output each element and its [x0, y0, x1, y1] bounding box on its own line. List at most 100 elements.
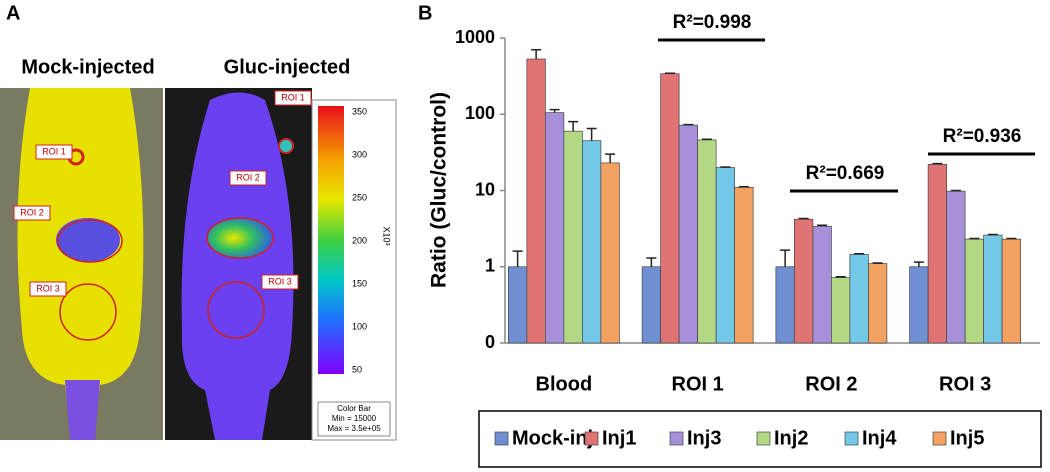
legend-swatch: [844, 431, 859, 446]
mock-mouse: [17, 88, 144, 440]
annotation: R²=0.936: [943, 126, 1022, 147]
error-bar: [1006, 237, 1017, 240]
bar: [794, 218, 814, 344]
legend-label: Mock-inj: [512, 427, 593, 449]
annotation: R²=0.998: [673, 12, 752, 33]
bar: [775, 266, 795, 344]
error-bar: [512, 250, 523, 267]
legend-swatch: [932, 431, 947, 446]
bar: [563, 130, 583, 344]
legend-label: Inj4: [862, 427, 897, 449]
error-bar: [701, 138, 712, 141]
bar: [927, 164, 947, 344]
bar: [545, 112, 565, 344]
roi-label: ROI 1: [42, 146, 66, 156]
y-tick-label: 10: [475, 179, 495, 199]
roi-label-box: [274, 90, 312, 106]
annotation: R²=0.669: [806, 163, 885, 184]
gluc-roi3-circle: [207, 281, 265, 339]
error-bar: [835, 275, 846, 278]
bar: [849, 254, 869, 344]
legend-swatch: [584, 431, 599, 446]
bar: [868, 263, 888, 344]
error-bar: [549, 108, 560, 113]
roi-label: ROI 2: [20, 207, 44, 217]
color-bar-caption: Color Bar: [337, 404, 371, 413]
roi-label-box: [13, 205, 51, 221]
image-title: Gluc-injected: [224, 56, 351, 78]
bar: [831, 277, 851, 344]
legend-label: Inj2: [774, 427, 808, 449]
color-bar-tick: 300: [352, 149, 367, 159]
error-bar: [950, 189, 961, 192]
y-axis-title: Ratio (Gluc/control): [428, 92, 451, 288]
error-bar: [531, 49, 542, 60]
color-bar-tick: 100: [352, 321, 367, 331]
roi-label-box: [261, 274, 299, 290]
x-tick-label: ROI 2: [805, 373, 857, 395]
error-bar: [780, 249, 791, 267]
y-tick-label: 1: [485, 256, 495, 276]
error-bar: [586, 127, 597, 141]
mock-roi2-circle: [57, 219, 123, 263]
y-tick-label: 100: [465, 103, 495, 123]
legend-swatch: [494, 431, 509, 446]
x-tick-label: ROI 3: [939, 373, 991, 395]
color-bar-unit: X10³: [382, 226, 392, 245]
y-tick-label: 1000: [455, 27, 495, 47]
bar: [946, 190, 966, 344]
mock-roi3-circle: [59, 283, 117, 341]
gluc-roi1-circle: [278, 138, 294, 154]
error-bar: [932, 162, 943, 165]
roi-label-box: [35, 144, 73, 160]
bar: [641, 266, 661, 344]
color-bar: [318, 106, 344, 374]
error-bar: [798, 217, 809, 220]
legend-label: Inj1: [602, 427, 636, 449]
mouse-images: [0, 88, 397, 441]
legend-label: Inj5: [950, 427, 984, 449]
color-bar-tick: 350: [352, 106, 367, 116]
gluc-hot-region: [208, 218, 272, 258]
error-bar: [568, 120, 579, 132]
roi-label: ROI 3: [268, 276, 292, 286]
color-bar-caption: Min = 15000: [332, 414, 377, 423]
panel-label: B: [418, 2, 432, 24]
roi-label-box: [29, 281, 67, 297]
x-tick-label: Blood: [536, 373, 593, 395]
bar: [909, 266, 929, 344]
color-bar-tick: 200: [352, 235, 367, 245]
panel-label: A: [6, 2, 20, 24]
bar: [526, 58, 546, 344]
error-bar: [872, 262, 883, 264]
roi-label: ROI 3: [36, 283, 60, 293]
roi-label: ROI 2: [236, 172, 260, 182]
error-bar: [646, 257, 657, 267]
legend-swatch: [756, 431, 771, 446]
bar: [812, 225, 832, 344]
bar: [582, 140, 602, 344]
y-tick-label: 0: [485, 332, 495, 352]
color-bar-caption: Max = 3.5e+05: [327, 424, 381, 433]
image-labels: A B Mock-injected Gluc-injected ROI 1 ROI 2 RO…: [6, 2, 432, 437]
bar: [964, 238, 984, 344]
error-bar: [969, 237, 980, 240]
bar: [678, 124, 698, 344]
image-title: Mock-injected: [21, 56, 154, 78]
color-bar-tick: 50: [352, 364, 362, 374]
error-bar: [817, 224, 828, 227]
bar: [600, 162, 620, 344]
x-tick-label: ROI 1: [672, 373, 724, 395]
bar: [697, 139, 717, 344]
legend-label: Inj3: [687, 427, 721, 449]
legend-swatch: [669, 431, 684, 446]
bar: [983, 234, 1003, 344]
mock-blue-region: [56, 218, 120, 262]
error-bar: [987, 233, 998, 236]
bar: [660, 73, 680, 344]
bar-chart: 0 1 10 100 1000 Ratio (Gluc/control) Blood ROI …: [428, 12, 1042, 468]
gluc-roi2-circle: [206, 217, 274, 259]
color-bar-tick: 250: [352, 192, 367, 202]
roi-label: ROI 1: [281, 92, 305, 102]
